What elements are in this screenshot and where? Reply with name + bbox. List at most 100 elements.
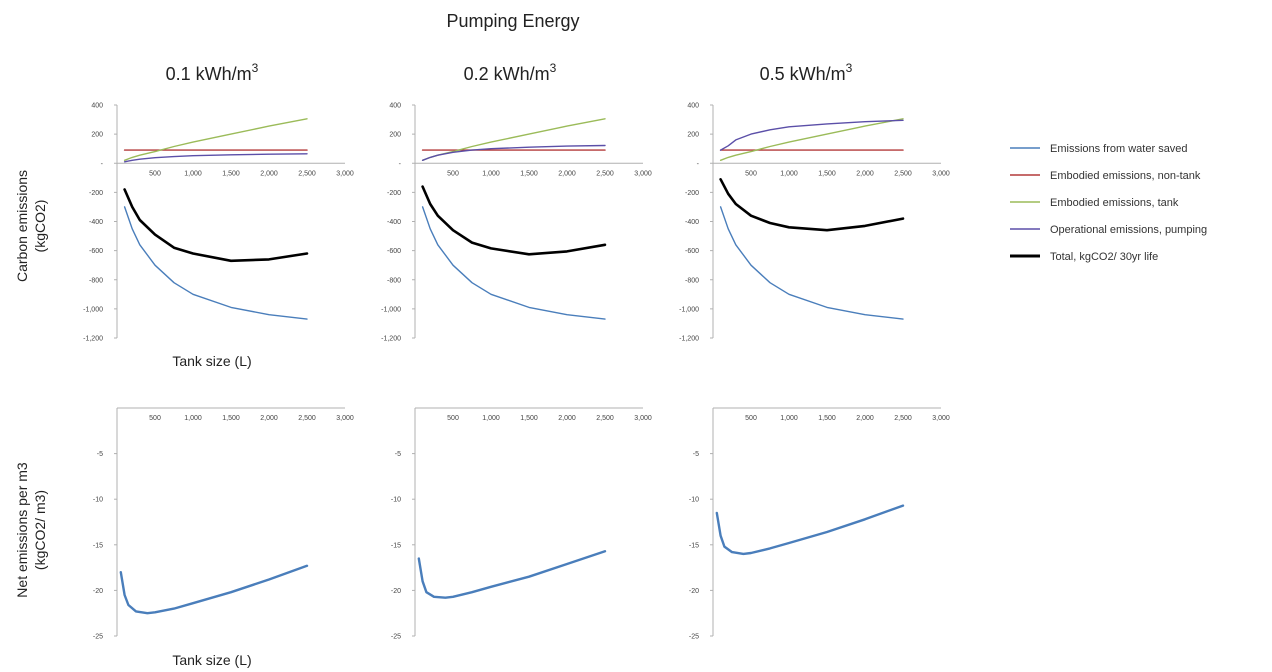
y-tick-label: -5 <box>97 451 103 458</box>
y-tick-label: -10 <box>93 497 103 504</box>
svg-text:(kgCO2/ m3): (kgCO2/ m3) <box>32 490 48 570</box>
panel-bottom-1: -5 -10 -15 -20 -25 500 1,000 1,500 2,000 2,500 3,0… <box>93 407 354 641</box>
y-tick-label: -20 <box>93 588 103 595</box>
x-axis-label-top: Tank size (L) <box>172 353 251 369</box>
y-tick-label: -800 <box>387 277 401 284</box>
series-line-net-emissions <box>417 550 607 599</box>
y-tick-label: - <box>697 161 700 168</box>
series-line-total-kgco2-30yr-life <box>421 185 607 256</box>
svg-text:(kgCO2): (kgCO2) <box>32 200 48 253</box>
y-tick-label: -20 <box>689 588 699 595</box>
x-tick-label: 1,000 <box>780 170 798 177</box>
series-line-operational-emissions-pumping <box>719 119 904 151</box>
x-tick-label: 1,000 <box>184 415 202 422</box>
x-tick-label: 1,500 <box>520 170 538 177</box>
x-tick-label: 2,000 <box>260 170 278 177</box>
series-line-total-kgco2-30yr-life <box>123 188 309 263</box>
y-tick-label: 400 <box>389 103 401 110</box>
y-tick-label: -1,000 <box>83 306 103 313</box>
x-tick-label: 500 <box>447 415 459 422</box>
x-tick-label: 500 <box>447 170 459 177</box>
x-tick-label: 2,000 <box>558 170 576 177</box>
series-line-net-emissions <box>715 504 905 556</box>
x-axis-label-bottom: Tank size (L) <box>172 652 251 668</box>
x-tick-label: 500 <box>745 170 757 177</box>
x-tick-label: 3,000 <box>932 170 950 177</box>
y-tick-label: -400 <box>685 219 699 226</box>
y-tick-label: -1,000 <box>679 306 699 313</box>
x-tick-label: 500 <box>745 415 757 422</box>
series-line-embodied-emissions-tank <box>123 118 308 161</box>
y-tick-label: 400 <box>91 103 103 110</box>
x-tick-label: 500 <box>149 415 161 422</box>
x-tick-label: 3,000 <box>932 415 950 422</box>
y-tick-label: -25 <box>93 634 103 641</box>
y-tick-label: -800 <box>685 277 699 284</box>
x-tick-label: 1,500 <box>818 170 836 177</box>
x-tick-label: 1,500 <box>222 415 240 422</box>
panel-top-2: 400 200 - -200 -400 -600 -800 -1,000 -1,200 500 1,… <box>381 103 652 343</box>
series-line-embodied-emissions-tank <box>421 118 606 161</box>
x-tick-label: 2,500 <box>298 170 316 177</box>
x-tick-label: 3,000 <box>336 170 354 177</box>
y-tick-label: -10 <box>689 497 699 504</box>
legend-label: Total, kgCO2/ 30yr life <box>1050 251 1158 263</box>
legend: Emissions from water saved Embodied emiss… <box>1010 143 1207 263</box>
x-tick-label: 1,000 <box>780 415 798 422</box>
x-tick-label: 2,000 <box>558 415 576 422</box>
y-tick-label: 200 <box>389 132 401 139</box>
y-tick-label: -25 <box>391 634 401 641</box>
x-tick-label: 2,500 <box>894 415 912 422</box>
svg-text:Net emissions per m3: Net emissions per m3 <box>14 462 30 598</box>
x-tick-label: 2,500 <box>894 170 912 177</box>
svg-text:Carbon emissions: Carbon emissions <box>14 170 30 282</box>
panel-title-1: 0.1 kWh/m3 <box>166 61 259 84</box>
y-tick-label: -1,200 <box>381 336 401 343</box>
x-tick-label: 1,500 <box>520 415 538 422</box>
y-tick-label: -1,000 <box>381 306 401 313</box>
y-tick-label: -5 <box>395 451 401 458</box>
legend-label: Embodied emissions, tank <box>1050 197 1179 209</box>
y-tick-label: -15 <box>689 542 699 549</box>
panel-title-2: 0.2 kWh/m3 <box>464 61 557 84</box>
y-tick-label: -10 <box>391 497 401 504</box>
chart-title: Pumping Energy <box>446 11 579 31</box>
y-tick-label: - <box>399 161 402 168</box>
y-tick-label: -400 <box>387 219 401 226</box>
panel-title-3: 0.5 kWh/m3 <box>760 61 853 84</box>
y-tick-label: -600 <box>387 248 401 255</box>
y-tick-label: - <box>101 161 104 168</box>
x-tick-label: 1,500 <box>222 170 240 177</box>
y-tick-label: -15 <box>93 542 103 549</box>
x-tick-label: 1,500 <box>818 415 836 422</box>
y-tick-label: -5 <box>693 451 699 458</box>
y-tick-label: -15 <box>391 542 401 549</box>
series-line-emissions-from-water-saved <box>421 206 606 320</box>
x-tick-label: 2,000 <box>856 415 874 422</box>
x-tick-label: 1,000 <box>482 170 500 177</box>
y-axis-label-top: Carbon emissions (kgCO2) <box>14 170 48 282</box>
panel-bottom-3: -5 -10 -15 -20 -25 500 1,000 1,500 2,000 2,500 3,0… <box>689 407 950 641</box>
legend-label: Embodied emissions, non-tank <box>1050 170 1201 182</box>
x-tick-label: 3,000 <box>336 415 354 422</box>
y-tick-label: -1,200 <box>679 336 699 343</box>
y-tick-label: -400 <box>89 219 103 226</box>
series-line-net-emissions <box>119 564 309 615</box>
x-tick-label: 2,000 <box>856 170 874 177</box>
y-tick-label: -25 <box>689 634 699 641</box>
y-tick-label: -200 <box>387 190 401 197</box>
panel-top-1: 400 200 - -200 -400 -600 -800 -1,000 -1,200 500 1,… <box>83 103 354 343</box>
panel-top-3: 400 200 - -200 -400 -600 -800 -1,000 -1,200 500 1,… <box>679 103 950 343</box>
x-tick-label: 3,000 <box>634 415 652 422</box>
legend-label: Emissions from water saved <box>1050 143 1188 155</box>
series-line-operational-emissions-pumping <box>421 144 606 161</box>
series-line-total-kgco2-30yr-life <box>719 178 905 232</box>
y-tick-label: -20 <box>391 588 401 595</box>
panel-bottom-2: -5 -10 -15 -20 -25 500 1,000 1,500 2,000 2,500 3,0… <box>391 407 652 641</box>
x-tick-label: 500 <box>149 170 161 177</box>
y-tick-label: -200 <box>89 190 103 197</box>
series-line-operational-emissions-pumping <box>123 153 308 163</box>
x-tick-label: 2,000 <box>260 415 278 422</box>
y-tick-label: 200 <box>91 132 103 139</box>
x-tick-label: 3,000 <box>634 170 652 177</box>
